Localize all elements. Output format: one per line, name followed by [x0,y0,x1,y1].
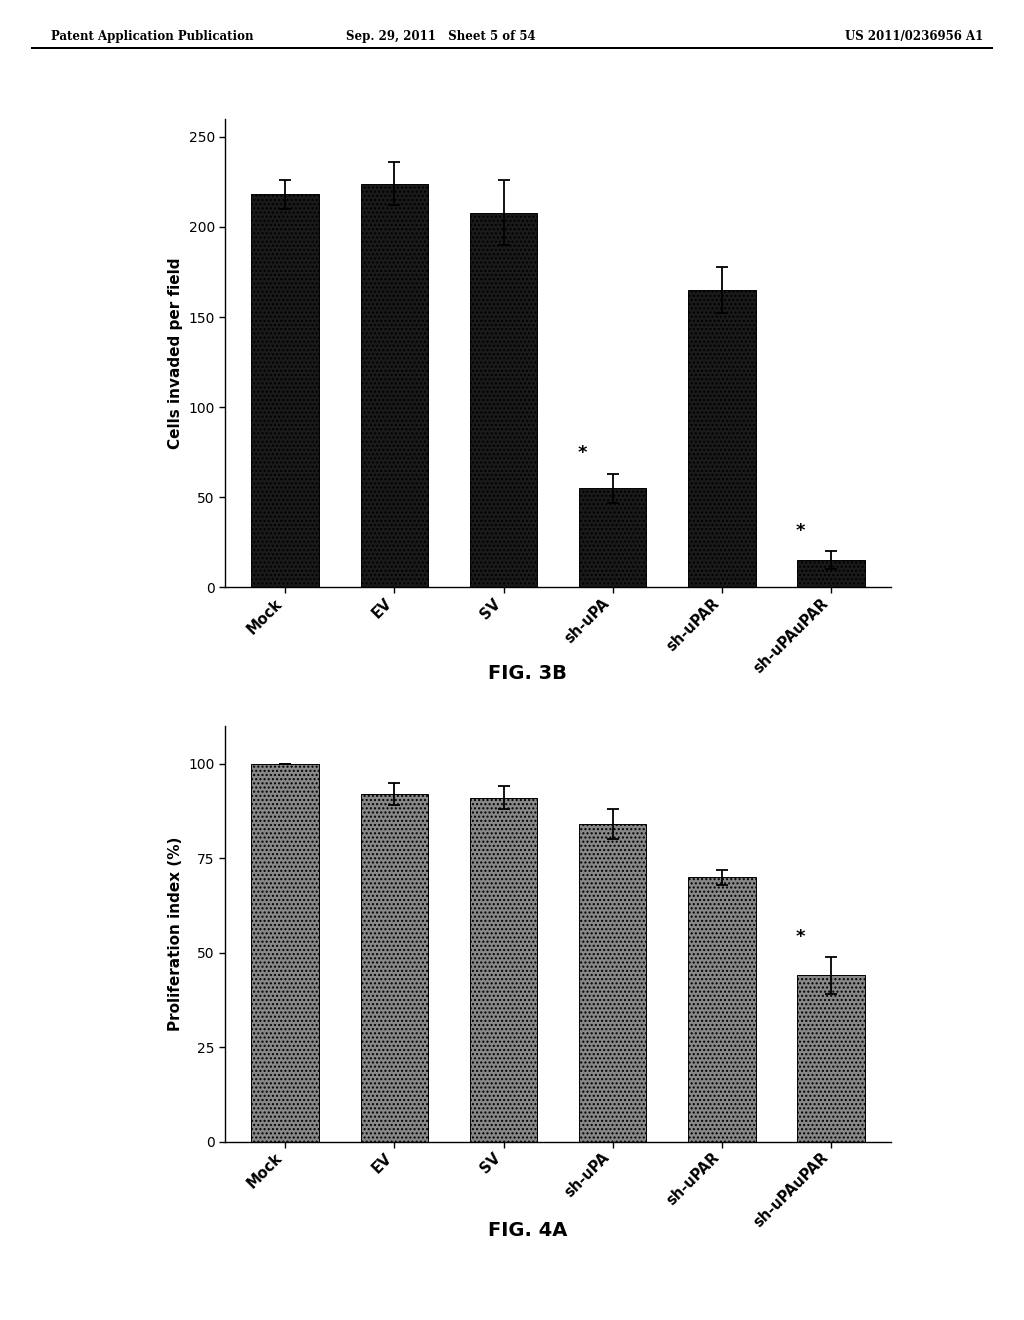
Text: Sep. 29, 2011   Sheet 5 of 54: Sep. 29, 2011 Sheet 5 of 54 [345,30,536,44]
Text: Patent Application Publication: Patent Application Publication [51,30,254,44]
Bar [470,213,538,587]
Bar [579,824,646,1142]
Text: *: * [796,521,805,540]
Bar [252,194,319,587]
Bar [688,290,756,587]
Bar [797,975,864,1142]
Bar [360,795,428,1142]
Bar [797,561,864,587]
Text: US 2011/0236956 A1: US 2011/0236956 A1 [845,30,983,44]
Y-axis label: Cells invaded per field: Cells invaded per field [168,257,183,449]
Bar [688,878,756,1142]
Text: *: * [578,444,587,462]
Bar [579,488,646,587]
Text: FIG. 3B: FIG. 3B [487,664,567,682]
Text: FIG. 4A: FIG. 4A [487,1221,567,1239]
Text: *: * [796,928,805,946]
Bar [252,764,319,1142]
Bar [360,183,428,587]
Y-axis label: Proliferation index (%): Proliferation index (%) [168,837,183,1031]
Bar [470,797,538,1142]
